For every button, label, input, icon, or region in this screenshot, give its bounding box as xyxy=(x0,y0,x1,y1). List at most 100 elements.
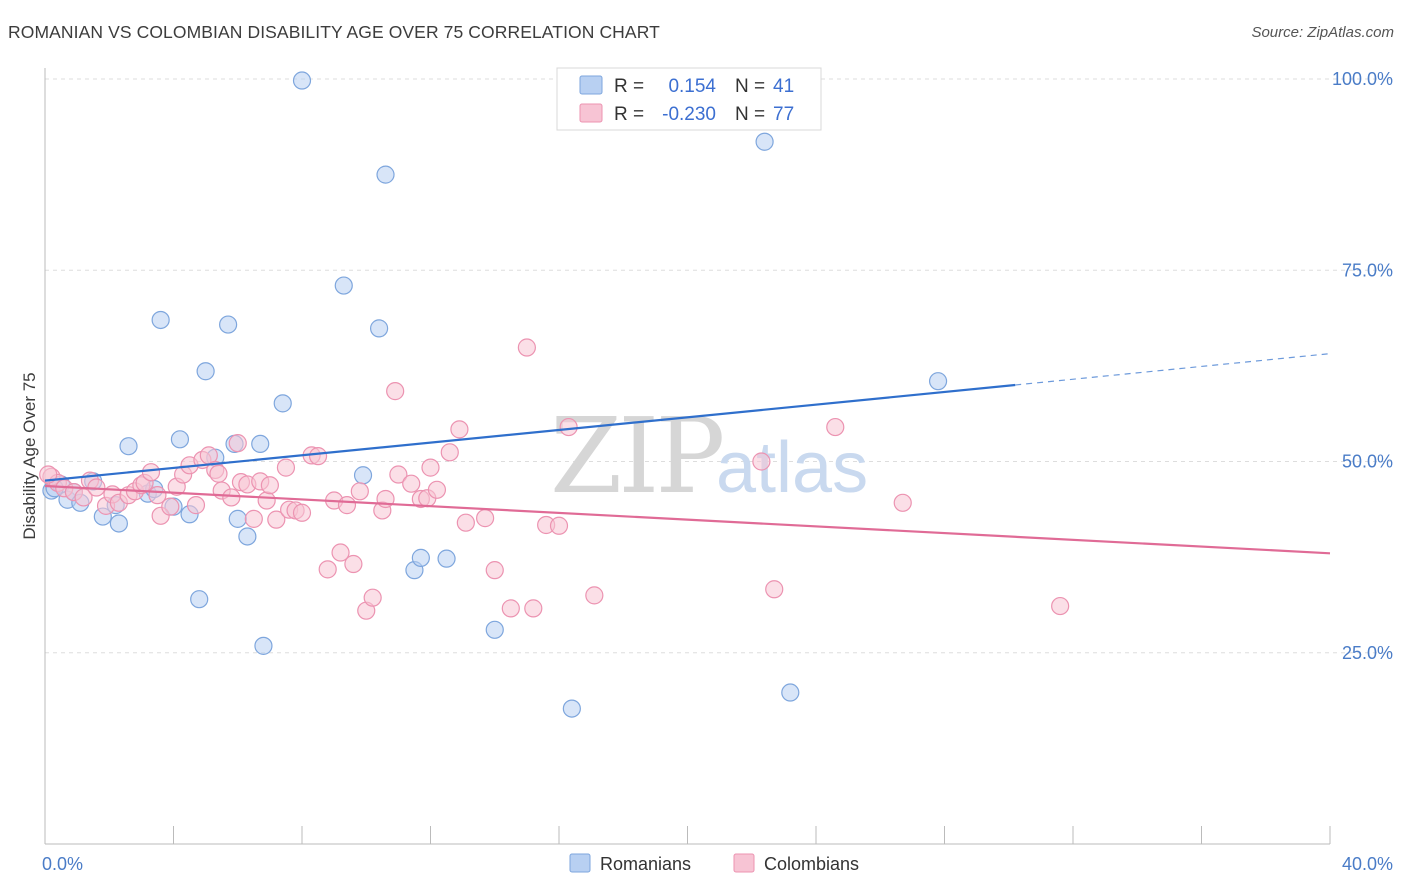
legend-label-romanians: Romanians xyxy=(600,854,691,874)
romanians-point xyxy=(151,310,170,330)
y-tick-label: 50.0% xyxy=(1342,452,1393,472)
colombians-point xyxy=(344,554,363,574)
romanians-point xyxy=(190,590,209,609)
romanians-point xyxy=(119,437,138,456)
colombians-point xyxy=(559,417,578,437)
romanians-point xyxy=(219,315,238,334)
colombians-point xyxy=(260,476,279,495)
colombians-point xyxy=(752,452,771,471)
colombians-point xyxy=(893,493,912,512)
colombians-trend-line xyxy=(44,484,1331,555)
legend-swatch-romanians xyxy=(579,75,603,95)
colombians-point xyxy=(549,516,569,535)
colombians-point xyxy=(318,560,337,579)
colombians-point xyxy=(1051,596,1070,616)
romanians-point xyxy=(353,466,373,485)
watermark-zip: ZIP xyxy=(550,395,722,517)
romanians-point xyxy=(251,434,270,454)
colombians-point xyxy=(524,599,543,618)
chart-title: ROMANIAN VS COLOMBIAN DISABILITY AGE OVE… xyxy=(8,22,660,42)
data-points xyxy=(39,69,1070,718)
romanians-point xyxy=(292,71,312,90)
tick-labels: 25.0% 50.0% 75.0% 100.0% 0.0% 40.0% xyxy=(42,69,1393,874)
legend-swatch-romanians xyxy=(569,853,591,873)
romanians-point xyxy=(228,509,247,528)
colombians-point xyxy=(141,463,161,482)
series-legend: Romanians Colombians xyxy=(569,853,859,874)
colombians-point xyxy=(186,496,206,515)
legend-r-label: R = xyxy=(614,104,644,125)
colombians-point xyxy=(440,443,459,462)
y-tick-label: 75.0% xyxy=(1342,260,1393,280)
colombians-point xyxy=(421,458,440,477)
colombians-point xyxy=(222,488,241,507)
legend-label-colombians: Colombians xyxy=(764,854,859,874)
romanians-trend-line xyxy=(44,383,1016,482)
colombians-point xyxy=(450,420,469,439)
colombians-point xyxy=(485,561,504,580)
colombians-point xyxy=(244,509,263,528)
romanians-point xyxy=(273,394,292,413)
y-tick-label: 25.0% xyxy=(1342,643,1393,663)
colombians-point xyxy=(228,434,247,453)
colombians-point xyxy=(257,491,276,510)
legend-r-label: R = xyxy=(614,76,644,97)
colombians-point xyxy=(456,513,475,532)
colombians-point xyxy=(39,465,58,484)
colombians-point xyxy=(267,510,286,529)
romanians-point xyxy=(411,548,430,567)
legend-n-value: 41 xyxy=(773,76,794,97)
colombians-point xyxy=(386,382,405,401)
legend-r-value: -0.230 xyxy=(662,104,716,125)
colombians-point xyxy=(517,338,536,357)
colombians-point xyxy=(350,482,369,501)
romanians-point xyxy=(370,319,389,338)
colombians-point xyxy=(826,417,845,437)
romanians-trend-extension xyxy=(1015,353,1331,386)
colombians-point xyxy=(402,474,421,493)
romanians-point xyxy=(376,165,395,184)
legend-n-label: N = xyxy=(735,76,765,97)
colombians-point xyxy=(337,496,357,515)
legend-n-label: N = xyxy=(735,104,765,125)
y-axis-title: Disability Age Over 75 xyxy=(20,372,39,539)
colombians-point xyxy=(292,503,312,522)
legend-swatch-colombians xyxy=(579,103,603,123)
legend-n-value: 77 xyxy=(773,104,794,125)
colombians-point xyxy=(276,458,296,477)
trend-lines xyxy=(44,353,1331,555)
colombians-point xyxy=(161,497,180,516)
romanians-point xyxy=(485,620,504,639)
romanians-point xyxy=(238,527,257,546)
axes xyxy=(44,68,1331,845)
romanians-point xyxy=(109,514,128,533)
colombians-point xyxy=(585,586,604,605)
colombians-point xyxy=(363,588,382,607)
romanians-point xyxy=(928,372,948,391)
colombians-point xyxy=(331,543,350,562)
romanians-point xyxy=(334,276,353,295)
colombians-point xyxy=(427,480,447,499)
gridlines xyxy=(45,78,1392,654)
y-tick-label: 100.0% xyxy=(1332,69,1393,89)
legend-r-value: 0.154 xyxy=(668,76,716,97)
legend-swatch-colombians xyxy=(733,853,755,873)
colombians-point xyxy=(308,447,328,466)
watermark-atlas: atlas xyxy=(716,428,868,508)
romanians-point xyxy=(562,699,581,718)
correlation-legend: R = 0.154 N = 41 R = -0.230 N = 77 xyxy=(556,67,822,131)
colombians-point xyxy=(209,464,228,483)
romanians-point xyxy=(781,683,800,702)
romanians-point xyxy=(755,132,774,151)
source-label: Source: ZipAtlas.com xyxy=(1251,24,1394,41)
x-tick-label: 0.0% xyxy=(42,854,83,874)
romanians-point xyxy=(437,549,456,568)
colombians-point xyxy=(476,509,495,528)
romanians-point xyxy=(254,636,273,655)
romanians-point xyxy=(170,430,190,449)
romanians-point xyxy=(196,362,215,381)
colombians-point xyxy=(389,465,408,484)
x-tick-label: 40.0% xyxy=(1342,854,1393,874)
colombians-point xyxy=(765,580,784,599)
